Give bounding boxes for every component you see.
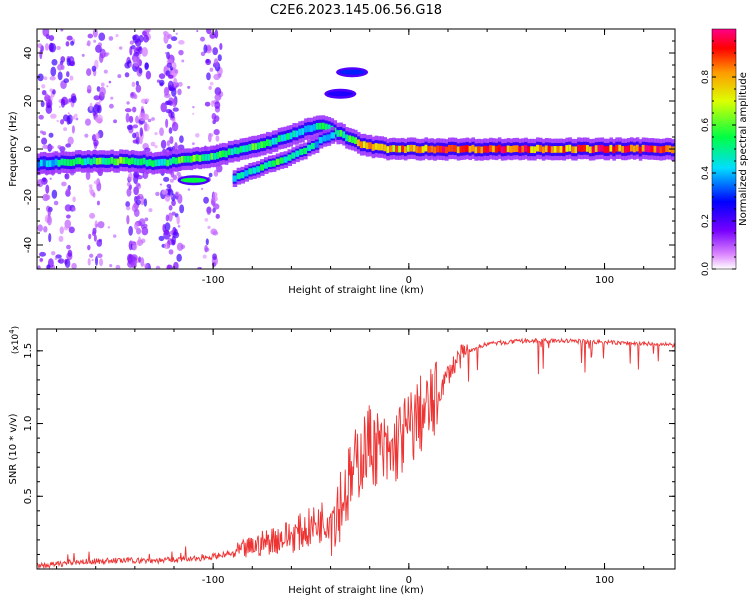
snr-x-tick-label: -100 bbox=[202, 575, 225, 586]
snr-x-tick-label: 100 bbox=[595, 575, 614, 586]
snr-y-tick-label: 1.0 bbox=[23, 416, 34, 432]
svg-text:(x104): (x104) bbox=[8, 326, 21, 354]
spectrogram-y-tick-label: -40 bbox=[23, 237, 34, 253]
spectrogram-y-label: Frequency (Hz) bbox=[8, 111, 19, 187]
snr-panel: -100 0 100 0.5 1.0 1.5 Height of straight lin… bbox=[8, 326, 676, 596]
snr-y-label: SNR (10 * v/v) bbox=[8, 413, 19, 484]
spectrogram-panel: -100 0 100 -40 -20 0 20 40 Height of straight l… bbox=[8, 28, 676, 296]
snr-y-scale-base: (x10 bbox=[11, 334, 21, 355]
snr-frame bbox=[36, 328, 676, 570]
spectrogram-ticks: -100 0 100 -40 -20 0 20 40 bbox=[23, 29, 675, 286]
colorbar-tick-label: 0.8 bbox=[701, 70, 711, 85]
snr-line bbox=[37, 337, 675, 569]
snr-y-tick-label: 0.5 bbox=[23, 488, 34, 504]
spectrogram-x-label: Height of straight line (km) bbox=[288, 285, 424, 296]
spectrogram-y-tick-label: 20 bbox=[23, 95, 34, 108]
spectrogram-y-tick-label: 40 bbox=[23, 47, 34, 60]
spectrogram-x-tick-label: 100 bbox=[595, 275, 614, 286]
spectrogram-x-tick-label: 0 bbox=[406, 275, 412, 286]
colorbar-tick-label: 0.4 bbox=[701, 166, 711, 181]
snr-ticks: -100 0 100 0.5 1.0 1.5 bbox=[23, 329, 675, 586]
colorbar-tick-label: 0.0 bbox=[701, 262, 711, 277]
colorbar-tick-label: 0.6 bbox=[701, 118, 711, 133]
snr-x-label: Height of straight line (km) bbox=[288, 585, 424, 596]
colorbar: 0.0 0.2 0.4 0.6 0.8 Normalized spectral ampl… bbox=[701, 28, 749, 277]
colorbar-ticks: 0.0 0.2 0.4 0.6 0.8 bbox=[701, 40, 736, 277]
snr-y-scale-exponent: 4 bbox=[8, 329, 16, 334]
snr-x-tick-label: 0 bbox=[406, 575, 412, 586]
spectrogram-y-tick-label: -20 bbox=[23, 189, 34, 205]
colorbar-tick-label: 0.2 bbox=[701, 214, 711, 228]
spectrogram-x-tick-label: -100 bbox=[202, 275, 225, 286]
colorbar-gradient bbox=[711, 28, 737, 270]
spectrogram-y-tick-label: 0 bbox=[23, 146, 34, 152]
colorbar-label: Normalized spectral amplitude bbox=[738, 72, 749, 226]
snr-y-tick-label: 1.5 bbox=[23, 343, 34, 359]
chart-title: C2E6.2023.145.06.56.G18 bbox=[270, 3, 442, 18]
snr-y-scale: (x104) bbox=[8, 326, 21, 354]
